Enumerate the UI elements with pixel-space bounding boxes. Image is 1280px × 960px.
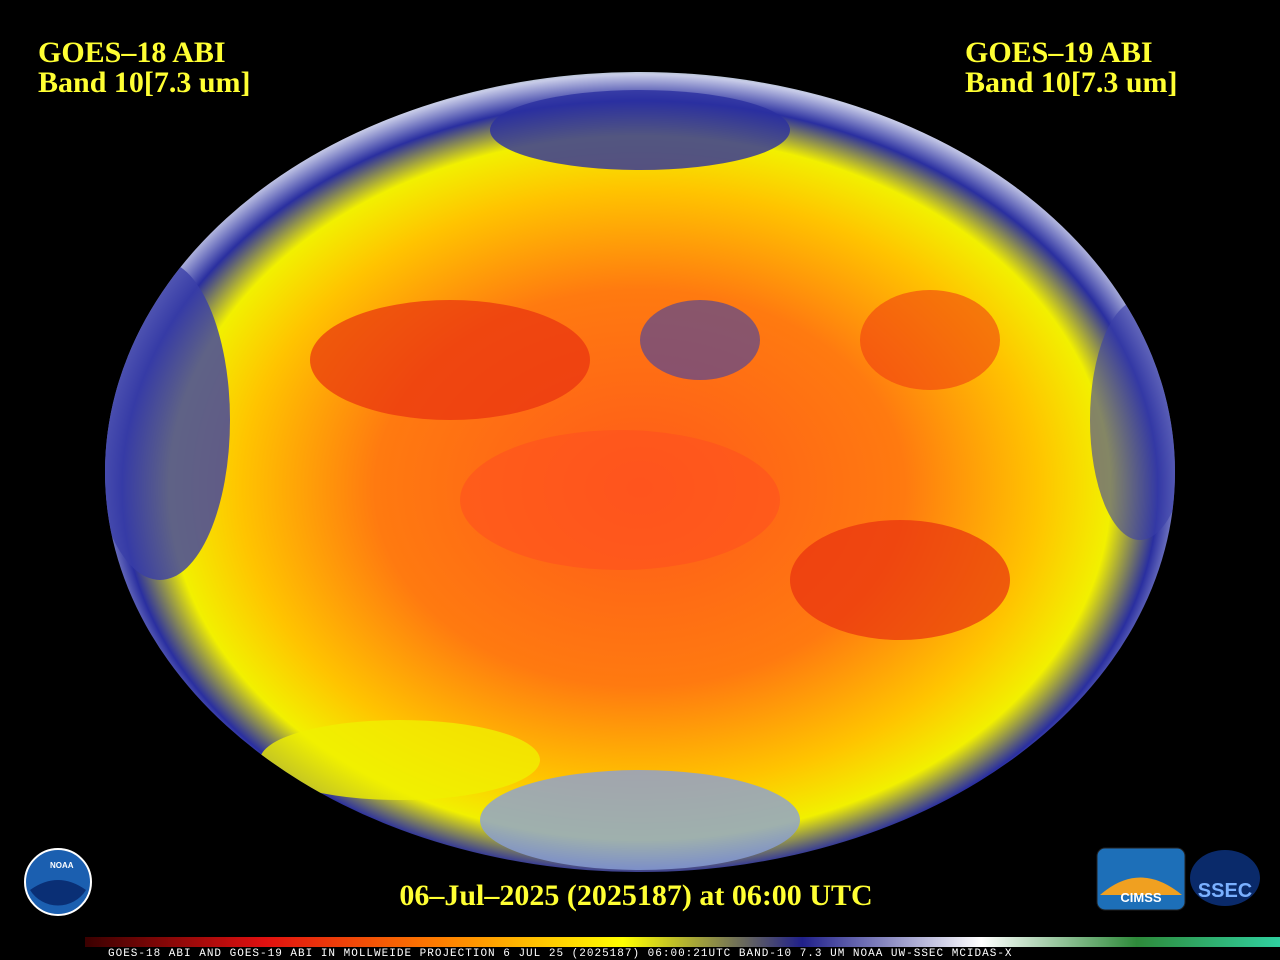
footer-strip: GOES-18 ABI AND GOES-19 ABI IN MOLLWEIDE… [108,948,1013,960]
left-band: Band 10[7.3 um] [38,66,251,99]
color-bar [85,937,1280,947]
right-satellite: GOES–19 ABI [965,36,1153,69]
noaa-logo: NOAA [24,848,92,916]
ssec-text: SSEC [1198,880,1252,902]
cimss-logo: CIMSS [1096,847,1186,911]
cimss-text: CIMSS [1120,890,1162,905]
right-band: Band 10[7.3 um] [965,66,1178,99]
ssec-logo: SSEC [1190,850,1260,906]
noaa-text: NOAA [50,861,74,870]
timestamp: 06–Jul–2025 (2025187) at 06:00 UTC [399,879,872,912]
left-satellite: GOES–18 ABI [38,36,226,69]
